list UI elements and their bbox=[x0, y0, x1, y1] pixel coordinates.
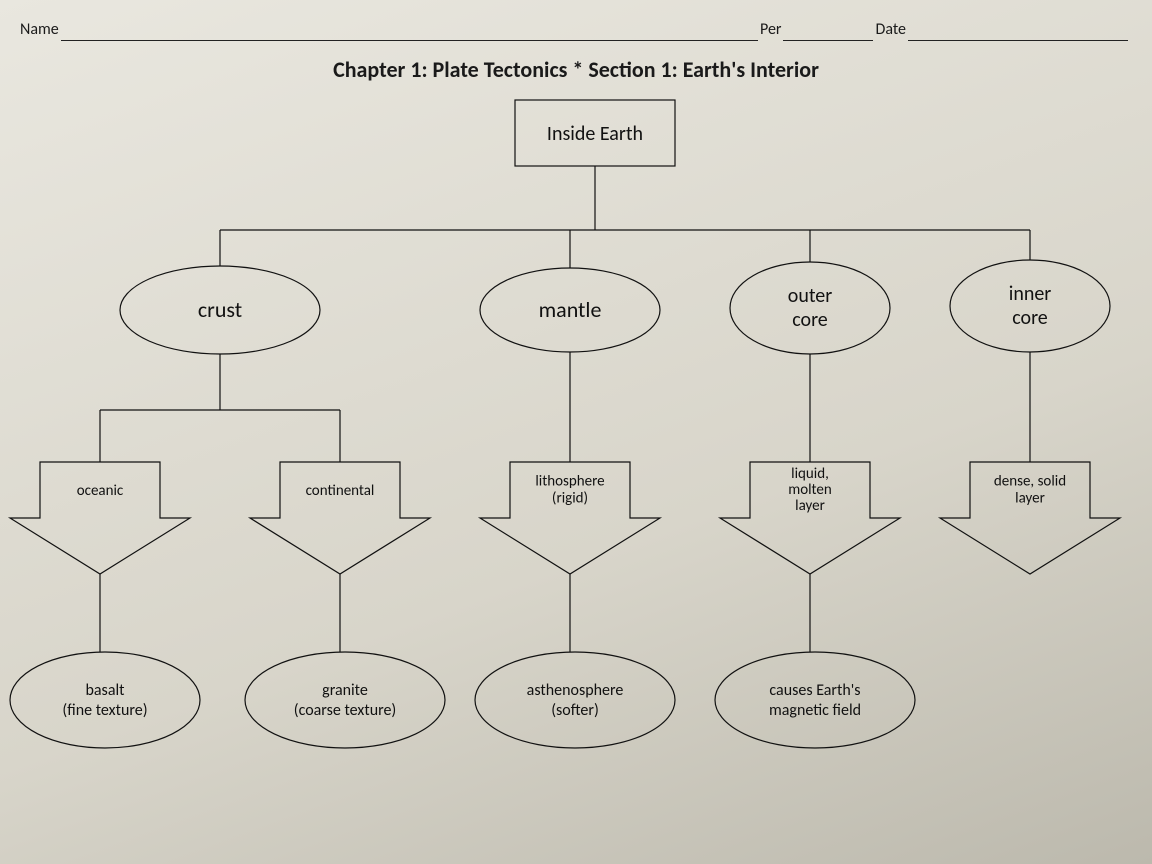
leaf-granite bbox=[245, 652, 445, 748]
svg-text:causes Earth's: causes Earth's bbox=[769, 681, 860, 700]
svg-text:asthenosphere: asthenosphere bbox=[527, 681, 624, 700]
svg-text:dense, solid: dense, solid bbox=[994, 473, 1066, 491]
svg-text:(coarse texture): (coarse texture) bbox=[294, 701, 397, 720]
svg-text:core: core bbox=[792, 308, 828, 332]
svg-text:lithosphere: lithosphere bbox=[535, 473, 604, 491]
leaf-basalt bbox=[10, 652, 200, 748]
arrow-continental bbox=[250, 462, 430, 574]
worksheet-header: Name Per Date bbox=[20, 20, 1130, 41]
leaf-mag bbox=[715, 652, 915, 748]
leaf-asth bbox=[475, 652, 675, 748]
svg-text:layer: layer bbox=[1015, 490, 1045, 508]
svg-text:(fine texture): (fine texture) bbox=[62, 701, 147, 720]
per-label: Per bbox=[760, 20, 781, 41]
svg-text:basalt: basalt bbox=[85, 681, 125, 700]
svg-text:(rigid): (rigid) bbox=[552, 490, 588, 508]
date-blank[interactable] bbox=[908, 22, 1128, 41]
svg-text:magnetic field: magnetic field bbox=[769, 701, 861, 720]
svg-text:inner: inner bbox=[1009, 282, 1052, 306]
svg-text:core: core bbox=[1012, 306, 1048, 330]
date-label: Date bbox=[875, 20, 906, 41]
svg-text:oceanic: oceanic bbox=[77, 482, 124, 500]
svg-text:continental: continental bbox=[306, 482, 375, 500]
page-title: Chapter 1: Plate Tectonics * Section 1: … bbox=[0, 56, 1152, 83]
name-blank[interactable] bbox=[61, 22, 758, 41]
name-label: Name bbox=[20, 20, 59, 41]
svg-text:crust: crust bbox=[198, 296, 242, 323]
svg-text:granite: granite bbox=[322, 681, 368, 700]
svg-text:layer: layer bbox=[795, 497, 825, 515]
svg-text:Inside Earth: Inside Earth bbox=[547, 122, 643, 146]
svg-text:outer: outer bbox=[788, 284, 832, 308]
arrow-oceanic bbox=[10, 462, 190, 574]
concept-map: Inside Earthcrustmantleoutercoreinnercor… bbox=[0, 90, 1152, 864]
svg-text:mantle: mantle bbox=[539, 296, 602, 323]
per-blank[interactable] bbox=[783, 22, 873, 41]
svg-text:(softer): (softer) bbox=[551, 701, 599, 720]
